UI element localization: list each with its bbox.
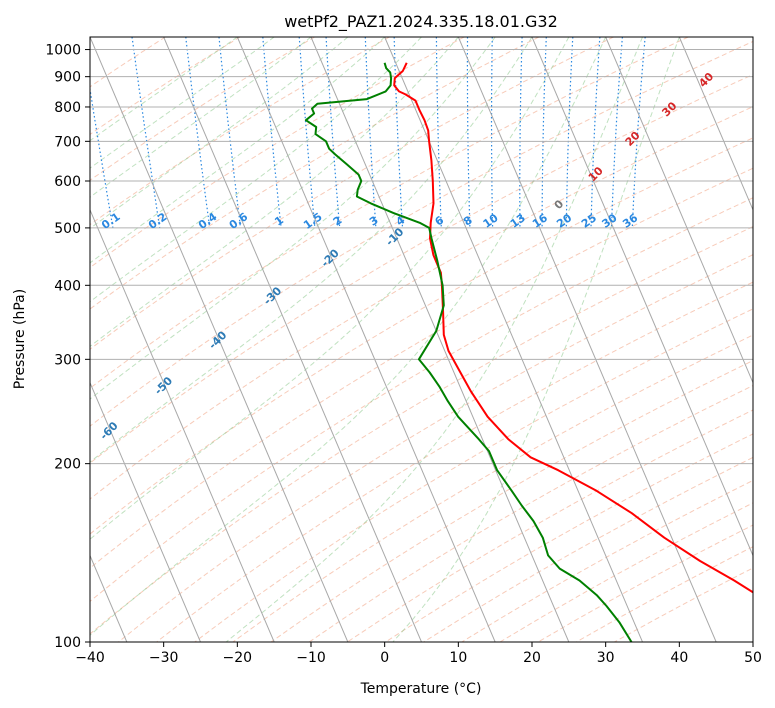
x-tick-label: 0 (380, 650, 389, 666)
moist-adiabat-line (90, 37, 459, 348)
y-tick-label: 800 (54, 100, 81, 116)
moist-adiabat-line (225, 37, 643, 642)
plot-frame (89, 36, 754, 643)
dry-adiabat-line (90, 37, 390, 226)
dry-adiabat-line (90, 167, 753, 569)
y-tick-label: 400 (54, 278, 81, 294)
mixing-ratio-line (298, 37, 316, 228)
y-tick-label: 900 (54, 70, 81, 86)
y-tick-label: 300 (54, 352, 81, 368)
axes: −40 −30 −20 −10 0 10 20 30 40 50 1000 900 800 700 600 5… (45, 43, 762, 666)
isotherm-gridline (678, 37, 753, 212)
x-tick-label: −30 (149, 650, 179, 666)
moist-adiabat-line (90, 37, 386, 264)
y-tick-label: 200 (54, 457, 81, 473)
dry-adiabat-line (194, 308, 753, 642)
isotherm-gridline (605, 37, 753, 384)
x-tick-label: −20 (223, 650, 253, 666)
mixing-ratio-line (90, 85, 114, 229)
background-lines (90, 37, 753, 642)
dry-adiabat-line (90, 73, 753, 464)
mixing-ratio-line (631, 37, 646, 228)
moist-adiabat-line (90, 37, 422, 303)
moist-adiabat-line (90, 37, 349, 230)
dry-adiabat-line (90, 197, 753, 603)
moist-adiabat-line (90, 37, 496, 400)
isotherm-gridline (457, 37, 717, 642)
dry-adiabat-line (156, 281, 753, 642)
moist-adiabat-line (392, 37, 680, 642)
mixing-ratio-line (185, 37, 211, 228)
isotherm-gridline (163, 37, 422, 642)
moist-adiabat-line (90, 37, 238, 142)
chart-title: wetPf2_PAZ1.2024.335.18.01.G32 (284, 12, 558, 32)
y-tick-label: 700 (54, 134, 81, 150)
dry-adiabat-line (90, 37, 540, 310)
moist-adiabat-line (90, 37, 533, 463)
moist-adiabat-line (90, 37, 570, 540)
dry-adiabat-line (90, 37, 315, 181)
dry-adiabat-line (90, 137, 753, 535)
isotherm-gridline (310, 37, 570, 642)
series (304, 62, 753, 642)
x-tick-label: 50 (744, 650, 762, 666)
x-tick-label: 40 (670, 650, 688, 666)
isotherm-gridline (90, 208, 275, 642)
mixing-ratio-line (262, 37, 282, 228)
moist-adiabat-line (90, 37, 275, 169)
mixing-ratio-line (218, 37, 242, 228)
x-tick-label: 30 (597, 650, 615, 666)
dry-adiabat-line (90, 37, 465, 269)
x-tick-label: 20 (523, 650, 541, 666)
x-tick-label: −10 (296, 650, 326, 666)
x-tick-label: 10 (449, 650, 467, 666)
x-tick-label: −40 (75, 650, 105, 666)
grid (90, 37, 753, 642)
isotherm-gridline (90, 381, 201, 642)
y-tick-label: 500 (54, 221, 81, 237)
dry-adiabat-line (270, 359, 753, 642)
isotherm-gridline (90, 37, 349, 642)
dry-adiabat-line (90, 37, 689, 389)
y-tick-label: 600 (54, 174, 81, 190)
dewpoint-profile-line (304, 62, 633, 642)
y-tick-label: 100 (54, 635, 81, 651)
dry-adiabat-line (90, 37, 166, 88)
y-axis-label: Pressure (hPa) (12, 289, 28, 389)
isotherm-gridline (384, 37, 643, 642)
isotherm-gridline (236, 37, 496, 642)
dry-adiabat-line (232, 334, 753, 642)
x-axis-label: Temperature (°C) (360, 681, 482, 697)
isotherm-gridline (531, 37, 753, 557)
y-tick-label: 1000 (45, 43, 81, 59)
